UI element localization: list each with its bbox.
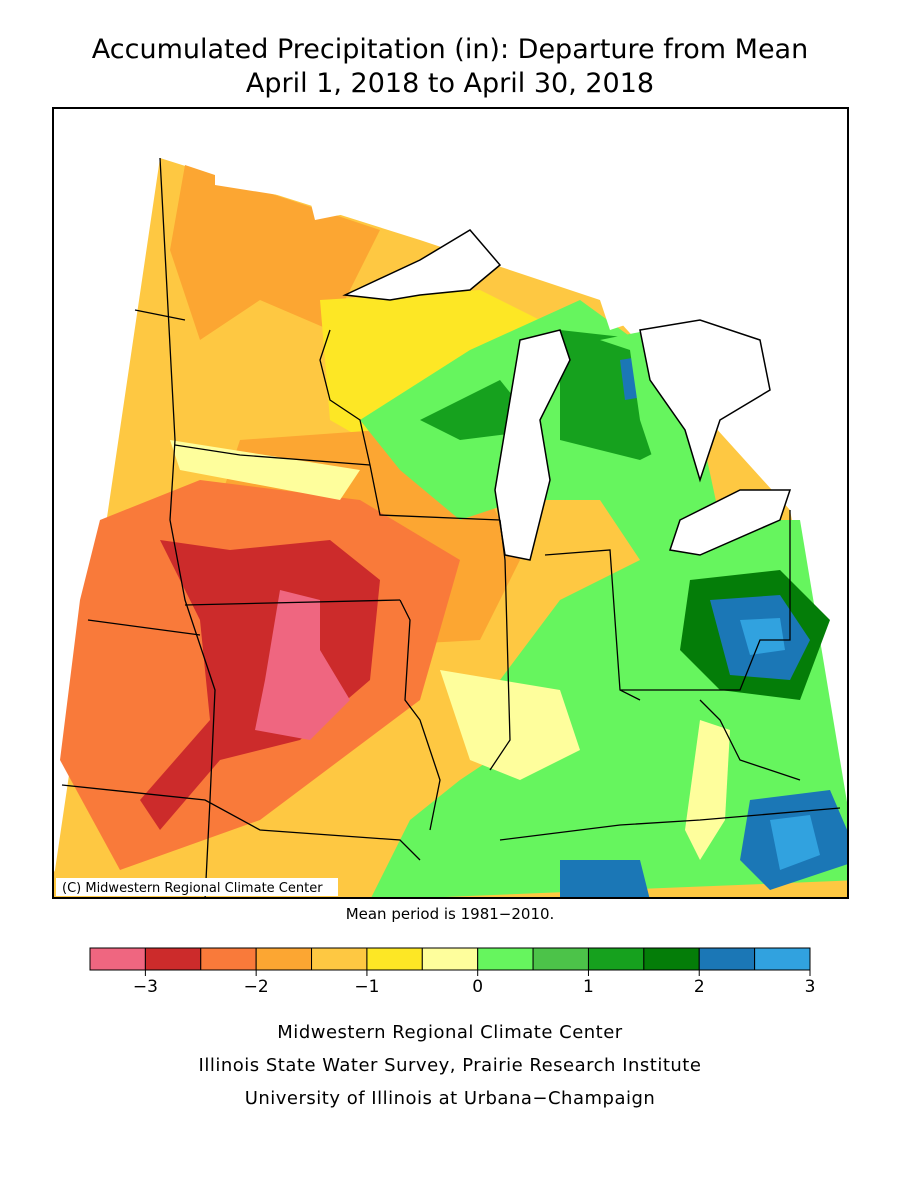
colorbar-swatch [643, 947, 700, 971]
colorbar-swatch [144, 947, 202, 971]
colorbar-tick-label: 0 [472, 977, 483, 997]
copyright: (C) Midwestern Regional Climate Center [62, 881, 323, 896]
colorbar-swatch [311, 947, 368, 971]
map-frame [52, 107, 849, 899]
title-line: Accumulated Precipitation (in): Departur… [92, 34, 808, 65]
colorbar-tick-label: 2 [694, 977, 705, 997]
colorbar-swatch [754, 947, 811, 971]
colorbar-swatch [89, 947, 146, 971]
footer-line: University of Illinois at Urbana−Champai… [245, 1088, 656, 1109]
colorbar-tick-label: 3 [805, 977, 816, 997]
colorbar-tick-label: −2 [244, 977, 269, 997]
colorbar-swatch [255, 947, 313, 971]
copyright-box [56, 878, 338, 896]
colorbar: −3 −2 −1 0 1 2 3 [89, 947, 816, 997]
colorbar-swatch [477, 947, 534, 971]
mean-period-note: Mean period is 1981−2010. [346, 905, 555, 923]
footer-line: Illinois State Water Survey, Prairie Res… [199, 1055, 702, 1076]
colorbar-swatch [698, 947, 756, 971]
colorbar-tick-label: −1 [354, 977, 379, 997]
colorbar-swatch [587, 947, 645, 971]
colorbar-swatch [532, 947, 589, 971]
footer-line: Midwestern Regional Climate Center [277, 1022, 623, 1043]
map [53, 108, 848, 898]
colorbar-swatch [421, 947, 479, 971]
title-line: April 1, 2018 to April 30, 2018 [246, 68, 654, 99]
colorbar-swatch [366, 947, 423, 971]
colorbar-tick-label: −3 [133, 977, 158, 997]
colorbar-swatch [200, 947, 257, 971]
colorbar-tick-label: 1 [583, 977, 594, 997]
